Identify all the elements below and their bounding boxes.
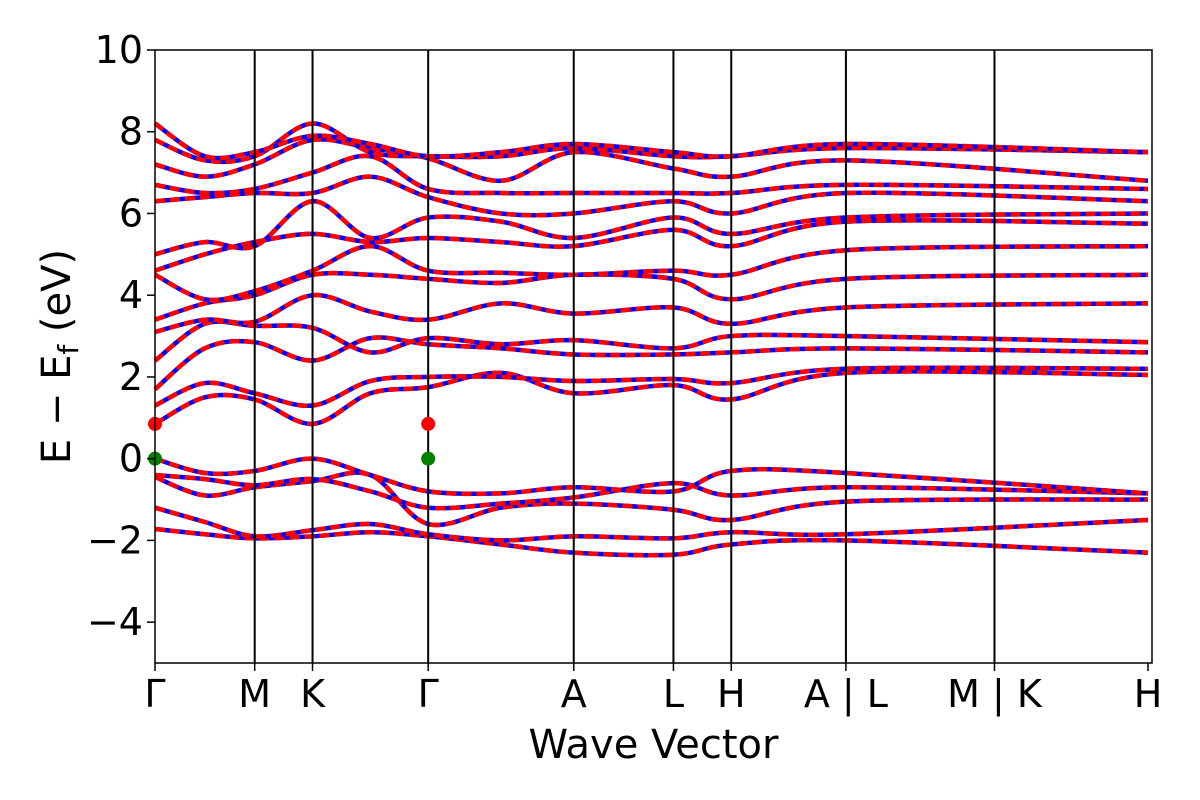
- band-line: [154, 505, 1149, 543]
- y-tick-label: 6: [119, 191, 143, 235]
- band-line: [154, 137, 1149, 184]
- band-line: [154, 198, 1149, 257]
- x-tick-label: H: [1134, 672, 1163, 716]
- x-tick-label: A | L: [804, 672, 888, 717]
- x-tick-label: L: [663, 672, 684, 716]
- band-line: [153, 243, 1149, 303]
- y-axis-label-unit: (eV): [34, 249, 80, 345]
- vbm-marker: [421, 451, 436, 466]
- band-line: [153, 319, 1149, 363]
- y-tick-label: 2: [119, 355, 143, 399]
- plot-frame: [154, 49, 1153, 664]
- y-tick-label: −2: [87, 518, 143, 562]
- x-tick-label: A: [561, 672, 587, 716]
- band-line: [153, 369, 1149, 427]
- band-line: [154, 174, 1149, 218]
- y-tick-label: 4: [119, 273, 143, 317]
- y-axis-label: E − Ef (eV): [34, 249, 85, 464]
- y-tick-label: 0: [119, 437, 143, 481]
- band-line: [154, 270, 1149, 322]
- x-tick-label: K: [300, 672, 326, 716]
- y-tick-label: 8: [119, 110, 143, 154]
- band-edge-markers: [148, 416, 436, 466]
- y-axis-label-sub: f: [52, 344, 85, 355]
- band-line: [154, 292, 1149, 335]
- cbm-marker: [421, 416, 436, 431]
- band-line: [154, 472, 1149, 511]
- band-line: [154, 365, 1149, 409]
- y-tick-label: 10: [95, 28, 143, 72]
- band-lines: [153, 121, 1149, 558]
- y-tick-label: −4: [87, 600, 143, 644]
- x-tick-label: Γ: [418, 672, 439, 716]
- x-tick-label: M | K: [947, 672, 1043, 717]
- band-line: [154, 526, 1149, 558]
- x-tick-label: Γ: [144, 672, 165, 716]
- band-line: [154, 121, 1149, 165]
- high-symmetry-lines: [253, 50, 996, 663]
- y-axis-label-main: E − E: [34, 355, 80, 465]
- x-tick-label: M: [238, 672, 271, 716]
- x-axis-label: Wave Vector: [529, 722, 780, 768]
- band-line: [153, 121, 1149, 161]
- band-line: [154, 456, 1149, 497]
- x-tick-label: H: [717, 672, 746, 716]
- band-line: [154, 153, 1149, 196]
- y-axis-ticks: −4 −2 0 2 4 6 8 10: [87, 28, 155, 644]
